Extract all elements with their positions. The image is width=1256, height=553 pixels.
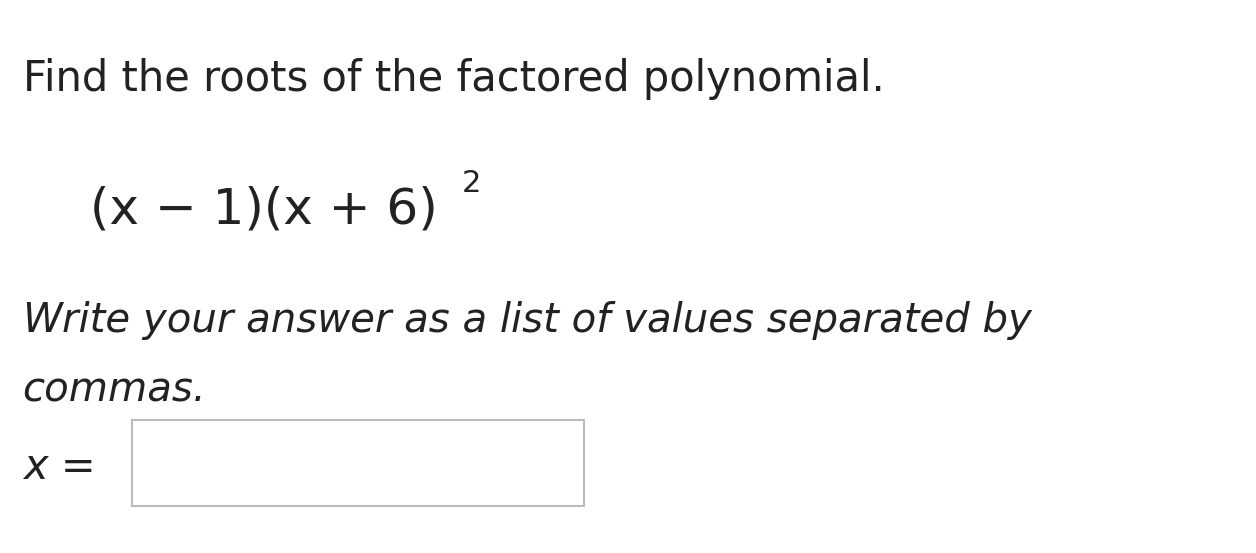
- Text: Write your answer as a list of values separated by: Write your answer as a list of values se…: [23, 301, 1031, 341]
- Text: 2: 2: [462, 169, 481, 197]
- Text: x =: x =: [23, 446, 95, 488]
- FancyBboxPatch shape: [132, 420, 584, 506]
- Text: Find the roots of the factored polynomial.: Find the roots of the factored polynomia…: [23, 58, 884, 100]
- Text: (x − 1)(x + 6): (x − 1)(x + 6): [90, 185, 438, 233]
- Text: commas.: commas.: [23, 371, 206, 410]
